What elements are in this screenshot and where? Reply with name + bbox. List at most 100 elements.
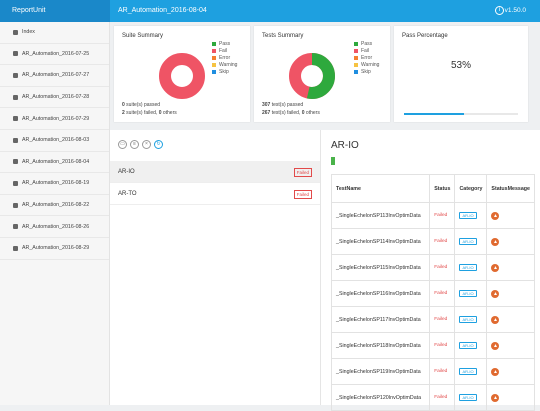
col-status-message[interactable]: StatusMessage: [486, 174, 535, 203]
tests-donut-chart: [289, 53, 335, 99]
report-icon: [13, 137, 18, 143]
table-row[interactable]: _SingleEchelonSP116InvOptimData Failed AR-…: [330, 280, 535, 307]
pass-percentage-value: 53%: [450, 60, 471, 71]
refresh-icon[interactable]: ↻: [154, 140, 163, 149]
category-tag[interactable]: AR-IO: [459, 212, 477, 219]
test-results-table: TestName Status Category StatusMessage _…: [330, 174, 535, 411]
test-filter-toolbar: ▭ ≡ × ↻: [118, 140, 163, 149]
col-test-name[interactable]: TestName: [330, 174, 431, 203]
warning-icon[interactable]: ▲: [491, 341, 500, 350]
category-tag[interactable]: AR-IO: [459, 394, 477, 401]
pass-percentage-fill: [404, 113, 465, 115]
report-icon: [13, 29, 18, 35]
warning-icon[interactable]: ▲: [491, 315, 500, 324]
brand-title[interactable]: ReportUnit: [0, 0, 110, 22]
warning-icon[interactable]: ▲: [491, 237, 500, 246]
suite-legend: Pass Fail Error Warning Skip: [212, 40, 237, 75]
tests-passed-text: 307 test(s) passed: [262, 102, 304, 108]
tests-legend: Pass Fail Error Warning Skip: [354, 40, 379, 75]
warning-icon[interactable]: ▲: [491, 263, 500, 272]
warning-icon[interactable]: ▲: [491, 393, 500, 402]
sidebar-item-report[interactable]: AR_Automation_2016-08-19: [0, 173, 109, 195]
pass-percentage-title: Pass Percentage: [402, 33, 448, 39]
report-icon: [13, 116, 18, 122]
table-row[interactable]: _SingleEchelonSP117InvOptimData Failed AR-…: [330, 306, 535, 333]
sidebar-item-report[interactable]: AR_Automation_2016-08-04: [0, 152, 109, 174]
category-tag[interactable]: AR-IO: [459, 238, 477, 245]
report-icon: [13, 202, 18, 208]
close-icon[interactable]: ×: [142, 140, 151, 149]
info-icon[interactable]: i: [495, 6, 504, 15]
legend-fail: Fail: [212, 47, 237, 54]
legend-warning: Warning: [354, 61, 379, 68]
table-row[interactable]: _SingleEchelonSP113InvOptimData Failed AR-…: [330, 202, 535, 229]
table-row[interactable]: _SingleEchelonSP118InvOptimData Failed AR-…: [330, 332, 535, 359]
sidebar-item-index[interactable]: Index: [0, 22, 109, 44]
sidebar-item-report[interactable]: AR_Automation_2016-07-29: [0, 108, 109, 130]
report-title: AR_Automation_2016-08-04: [118, 7, 207, 14]
top-bar: ReportUnit AR_Automation_2016-08-04 i v1…: [0, 0, 540, 22]
legend-skip: Skip: [354, 68, 379, 75]
report-icon: [13, 180, 18, 186]
col-category[interactable]: Category: [454, 174, 488, 203]
list-icon[interactable]: ≡: [130, 140, 139, 149]
report-icon: [13, 159, 18, 165]
sidebar: Index AR_Automation_2016-07-25 AR_Automa…: [0, 22, 110, 405]
report-header: AR_Automation_2016-08-04 i v1.50.0: [110, 0, 540, 22]
suite-passed-text: 0 suite(s) passed: [122, 102, 161, 108]
tests-donut-pass: [289, 53, 335, 99]
warning-icon[interactable]: ▲: [491, 211, 500, 220]
report-icon: [13, 245, 18, 251]
warning-icon[interactable]: ▲: [491, 367, 500, 376]
sidebar-item-report[interactable]: AR_Automation_2016-08-29: [0, 238, 109, 260]
report-icon: [13, 224, 18, 230]
status-badge: Failed: [293, 190, 312, 199]
table-row[interactable]: _SingleEchelonSP114InvOptimData Failed AR-…: [330, 228, 535, 255]
tests-summary-card: Tests Summary Pass Fail Error Warning Sk…: [254, 26, 390, 122]
report-icon: [13, 94, 18, 100]
sidebar-item-report[interactable]: AR_Automation_2016-08-22: [0, 195, 109, 217]
sidebar-item-report[interactable]: AR_Automation_2016-07-28: [0, 87, 109, 109]
legend-fail: Fail: [354, 47, 379, 54]
pass-percentage-card: Pass Percentage 53%: [394, 26, 528, 122]
folder-icon[interactable]: ▭: [118, 140, 127, 149]
legend-skip: Skip: [212, 68, 237, 75]
legend-pass: Pass: [212, 40, 237, 47]
version-label: v1.50.0: [504, 7, 526, 14]
legend-error: Error: [212, 54, 237, 61]
detail-title: AR-IO: [331, 140, 359, 151]
category-tag[interactable]: AR-IO: [459, 342, 477, 349]
status-indicator: [331, 157, 335, 165]
col-status[interactable]: Status: [429, 174, 456, 203]
suite-donut-chart: [159, 53, 205, 99]
suite-donut-fail: [159, 53, 205, 99]
suite-summary-card: Suite Summary Pass Fail Error Warning Sk…: [114, 26, 250, 122]
status-badge: Failed: [293, 168, 312, 177]
category-tag[interactable]: AR-IO: [459, 316, 477, 323]
table-row[interactable]: _SingleEchelonSP119InvOptimData Failed AR-…: [330, 358, 535, 385]
legend-warning: Warning: [212, 61, 237, 68]
test-item[interactable]: AR-TO Failed: [110, 183, 320, 205]
sidebar-item-report[interactable]: AR_Automation_2016-07-27: [0, 65, 109, 87]
table-row[interactable]: _SingleEchelonSP120InvOptimData Failed AR-…: [330, 384, 535, 411]
table-header-row: TestName Status Category StatusMessage: [330, 174, 535, 203]
warning-icon[interactable]: ▲: [491, 289, 500, 298]
test-item[interactable]: AR-IO Failed: [110, 161, 320, 183]
sidebar-item-report[interactable]: AR_Automation_2016-08-03: [0, 130, 109, 152]
test-list-panel: ▭ ≡ × ↻ AR-IO Failed AR-TO Failed: [110, 130, 320, 405]
sidebar-item-report[interactable]: AR_Automation_2016-08-26: [0, 216, 109, 238]
legend-pass: Pass: [354, 40, 379, 47]
category-tag[interactable]: AR-IO: [459, 264, 477, 271]
category-tag[interactable]: AR-IO: [459, 290, 477, 297]
pass-percentage-track: [404, 113, 518, 115]
legend-error: Error: [354, 54, 379, 61]
test-detail-panel: AR-IO TestName Status Category StatusMes…: [320, 130, 540, 411]
table-row[interactable]: _SingleEchelonSP115InvOptimData Failed AR-…: [330, 254, 535, 281]
tests-failed-text: 267 test(s) failed, 0 others: [262, 110, 320, 116]
tests-summary-title: Tests Summary: [262, 33, 304, 39]
report-icon: [13, 72, 18, 78]
category-tag[interactable]: AR-IO: [459, 368, 477, 375]
sidebar-item-report[interactable]: AR_Automation_2016-07-25: [0, 44, 109, 66]
suite-failed-text: 2 suite(s) failed, 0 others: [122, 110, 177, 116]
report-icon: [13, 51, 18, 57]
